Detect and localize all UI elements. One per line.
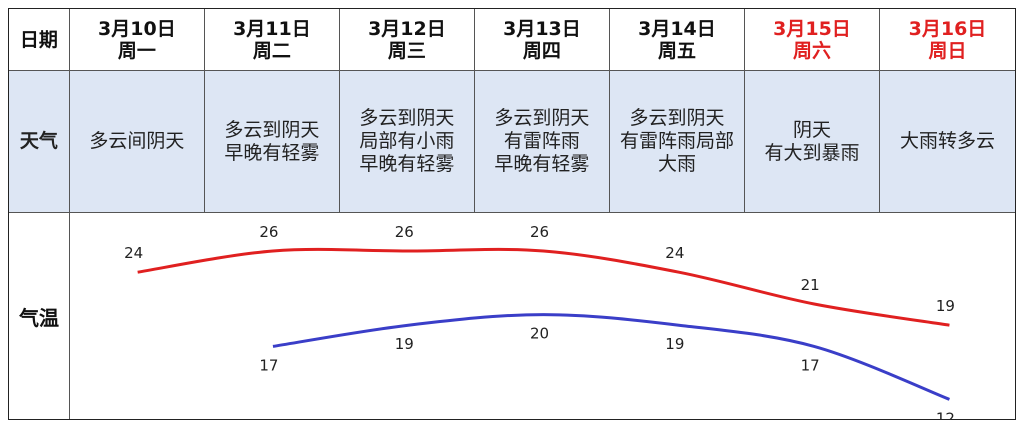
- low-temp-label: 12: [936, 409, 955, 419]
- forecast-table: 日期 3月10日 周一 3月11日 周二 3月12日 周三 3月13日 周四 3月14日 周五 3月…: [8, 8, 1016, 420]
- date-cell: 3月12日 周三: [339, 9, 475, 71]
- temperature-chart: 24 26 26 26 24 21 19 17 19 20 19 17 12: [124, 223, 955, 419]
- high-temp-label: 26: [530, 223, 549, 241]
- low-temp-label: 17: [259, 356, 278, 374]
- low-temp-label: 19: [395, 335, 414, 353]
- weekday-text: 周五: [657, 39, 696, 62]
- date-text: 3月15日: [773, 17, 851, 40]
- date-text: 3月13日: [503, 17, 581, 40]
- high-temp-label: 24: [124, 244, 143, 262]
- high-temp-label: 19: [936, 297, 955, 315]
- weekday-text: 周四: [522, 39, 561, 62]
- date-text: 3月16日: [908, 17, 987, 40]
- high-temp-label: 21: [801, 276, 820, 294]
- weekday-text: 周日: [928, 39, 967, 62]
- high-temp-line: [137, 247, 950, 327]
- date-cell: 3月15日 周六: [744, 9, 880, 71]
- date-text: 3月14日: [638, 17, 716, 40]
- low-temp-label: 19: [665, 335, 684, 353]
- high-temp-label: 24: [665, 244, 684, 262]
- temperature-row: 气温: [9, 213, 1015, 419]
- weather-cell: 多云到阴天 有雷阵雨 早晚有轻雾: [474, 71, 610, 213]
- date-cell: 3月16日 周日: [879, 9, 1015, 71]
- weekday-text: 周六: [792, 39, 831, 62]
- date-row-label: 日期: [9, 9, 70, 71]
- temperature-row-label: 气温: [9, 213, 70, 419]
- low-temp-label: 17: [801, 356, 820, 374]
- date-text: 3月10日: [98, 17, 176, 40]
- weather-row-label: 天气: [9, 71, 70, 213]
- weather-cell: 多云到阴天 局部有小雨 早晚有轻雾: [339, 71, 475, 213]
- weather-cell: 阴天 有大到暴雨: [744, 71, 880, 213]
- low-temp-line: [272, 313, 950, 401]
- high-temp-label: 26: [259, 223, 278, 241]
- weather-cell: 大雨转多云: [879, 71, 1015, 213]
- weather-cell: 多云到阴天 早晚有轻雾: [204, 71, 340, 213]
- weekday-text: 周三: [387, 39, 426, 62]
- date-cell: 3月14日 周五: [609, 9, 745, 71]
- date-text: 3月11日: [233, 17, 311, 40]
- weekday-text: 周一: [117, 39, 156, 62]
- weather-cell: 多云间阴天: [69, 71, 205, 213]
- date-text: 3月12日: [368, 17, 446, 40]
- weekday-text: 周二: [252, 39, 291, 62]
- date-cell: 3月11日 周二: [204, 9, 340, 71]
- date-cell: 3月13日 周四: [474, 9, 610, 71]
- date-cell: 3月10日 周一: [69, 9, 205, 71]
- high-temp-label: 26: [395, 223, 414, 241]
- weather-cell: 多云到阴天 有雷阵雨局部 大雨: [609, 71, 745, 213]
- low-temp-label: 20: [530, 325, 549, 343]
- weather-row: 天气 多云间阴天 多云到阴天 早晚有轻雾 多云到阴天 局部有小雨 早晚有轻雾 多云到阴…: [9, 71, 1015, 213]
- date-row: 日期 3月10日 周一 3月11日 周二 3月12日 周三 3月13日 周四 3月14日 周五 3月…: [9, 9, 1015, 71]
